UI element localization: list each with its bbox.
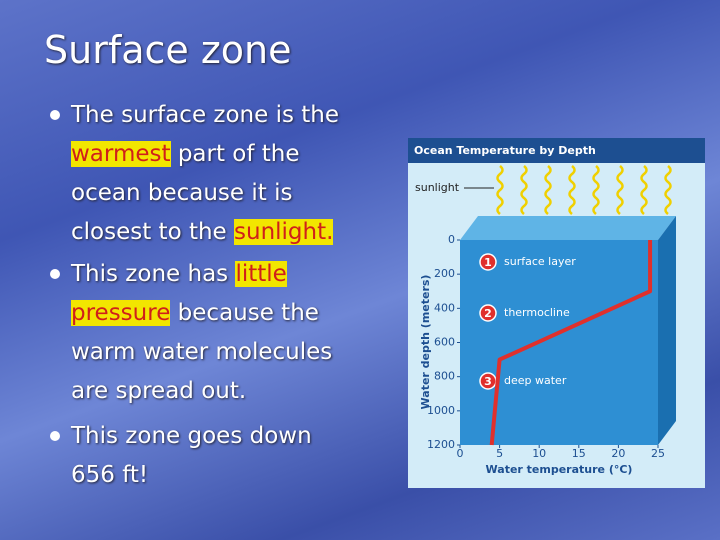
bullet-line: closest to the sunlight. (71, 215, 334, 249)
zone-number: 3 (484, 375, 492, 388)
x-tick-label: 5 (496, 447, 503, 460)
bullet-text: 656 ft! (71, 462, 149, 488)
y-tick-label: 200 (434, 267, 455, 280)
bullet-text: part of the (170, 141, 300, 167)
zone-label: surface layer (504, 255, 576, 268)
box-side (658, 216, 676, 445)
figure-title: Ocean Temperature by Depth (414, 144, 596, 157)
temperature-profile (489, 240, 653, 446)
bullet-line: are spread out. (71, 374, 246, 408)
box-front (460, 240, 658, 445)
bullet-text: ocean because it is (71, 180, 293, 206)
box-top (460, 216, 676, 240)
y-axis-label: Water depth (meters) (419, 275, 432, 410)
y-tick-label: 400 (434, 301, 455, 314)
bullet-dot (50, 269, 60, 279)
sunlight-ray (568, 165, 576, 215)
bullet-text: closest to the (71, 219, 235, 245)
sunlight-ray (664, 165, 672, 215)
sunlight-ray (616, 165, 624, 215)
bullet-line: ocean because it is (71, 176, 292, 210)
bullet-dot (50, 431, 60, 441)
bullet-line: warm water molecules (71, 335, 332, 369)
zone-label: thermocline (504, 306, 570, 319)
zone-number: 1 (484, 256, 492, 269)
bullet-text: The surface zone is the (71, 102, 340, 128)
bullet-line: This zone has little (71, 257, 287, 291)
bullet-text: are spread out. (71, 378, 247, 404)
bullet-line: pressure because the (71, 296, 319, 330)
highlighted-text: sunlight. (234, 219, 334, 245)
zone-number: 2 (484, 307, 492, 320)
x-tick-label: 25 (651, 447, 665, 460)
bullet-text: This zone has (71, 261, 236, 287)
bullet-dot (50, 110, 60, 120)
bullet-line: The surface zone is the (71, 98, 339, 132)
y-tick-label: 800 (434, 370, 455, 383)
zone-marker (479, 304, 497, 322)
highlighted-text: little (235, 261, 287, 287)
bullet-line: 656 ft! (71, 458, 148, 492)
bullet-text: warm water molecules (71, 339, 333, 365)
bullet-line: This zone goes down (71, 419, 312, 453)
zone-label: deep water (504, 374, 567, 387)
zone-marker (479, 253, 497, 271)
bullet-text: because the (170, 300, 319, 326)
sunlight-label: sunlight (415, 181, 460, 194)
x-axis-label: Water temperature (°C) (486, 463, 633, 476)
y-tick-label: 600 (434, 336, 455, 349)
sunlight-rays (496, 165, 672, 215)
y-tick-label: 0 (448, 233, 455, 246)
y-tick-label: 1000 (427, 404, 455, 417)
y-tick-label: 1200 (427, 438, 455, 451)
sunlight-ray (640, 165, 648, 215)
highlighted-text: warmest (71, 141, 171, 167)
x-tick-label: 0 (457, 447, 464, 460)
figure-header (408, 138, 705, 163)
bullet-line: warmest part of the (71, 137, 300, 171)
x-tick-label: 15 (572, 447, 586, 460)
sunlight-ray (544, 165, 552, 215)
figure: Ocean Temperature by Depth sunlight Wate… (408, 138, 705, 488)
x-tick-label: 20 (611, 447, 625, 460)
x-tick-label: 10 (532, 447, 546, 460)
sunlight-ray (496, 165, 504, 215)
bullet-text: This zone goes down (71, 423, 312, 449)
sunlight-ray (520, 165, 528, 215)
highlighted-text: pressure (71, 300, 171, 326)
slide-title: Surface zone (44, 28, 292, 72)
sunlight-ray (592, 165, 600, 215)
